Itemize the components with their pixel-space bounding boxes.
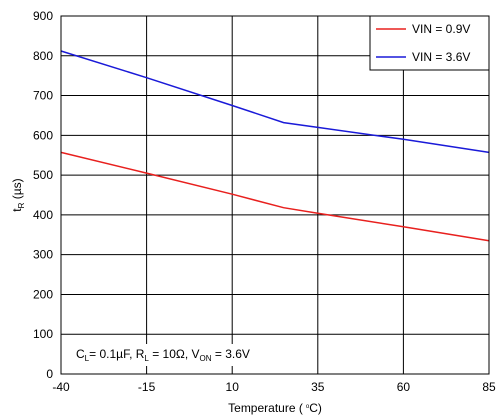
series-line-vin-3.6v (60, 50, 490, 154)
grid-lines (61, 16, 489, 374)
y-tick-label: 400 (33, 208, 53, 222)
legend-box (369, 15, 490, 71)
y-tick-label: 500 (33, 168, 53, 182)
x-tick-label: 35 (311, 380, 325, 394)
y-tick-label: 900 (33, 9, 53, 23)
annotation-box (69, 344, 275, 366)
x-tick-label: -40 (52, 380, 70, 394)
x-tick-label: 60 (397, 380, 411, 394)
y-tick-label: 200 (33, 287, 53, 301)
conditions-annotation: CL= 0.1µF, RL = 10Ω, VON = 3.6V (69, 344, 275, 366)
series-lines (60, 50, 490, 242)
x-tick-labels: -40 -15 10 35 60 85 (52, 380, 496, 394)
y-tick-label: 0 (46, 367, 53, 381)
y-tick-label: 300 (33, 248, 53, 262)
annotation-text: CL= 0.1µF, RL = 10Ω, VON = 3.6V (76, 347, 250, 363)
y-tick-label: 700 (33, 89, 53, 103)
y-axis-title: tR (µs) (10, 178, 26, 211)
legend-label-vin-0.9v: VIN = 0.9V (412, 22, 470, 36)
legend-label-vin-3.6v: VIN = 3.6V (412, 50, 470, 64)
x-tick-label: 10 (226, 380, 240, 394)
x-tick-label: 85 (482, 380, 496, 394)
legend: VIN = 0.9V VIN = 3.6V (369, 15, 490, 71)
plot-frame (60, 15, 490, 375)
x-axis-title: Temperature (oC) (228, 401, 322, 415)
y-tick-label: 800 (33, 49, 53, 63)
y-tick-labels: 0 100 200 300 400 500 600 700 800 900 (33, 9, 53, 381)
x-tick-label: -15 (138, 380, 156, 394)
series-line-vin-0.9v (60, 151, 490, 242)
y-tick-label: 100 (33, 327, 53, 341)
y-tick-label: 600 (33, 128, 53, 142)
